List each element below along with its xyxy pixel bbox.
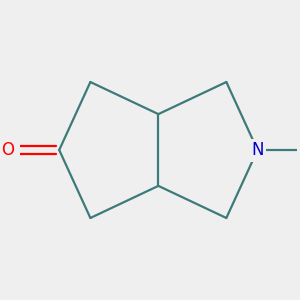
Text: N: N (251, 141, 264, 159)
Text: O: O (1, 141, 14, 159)
